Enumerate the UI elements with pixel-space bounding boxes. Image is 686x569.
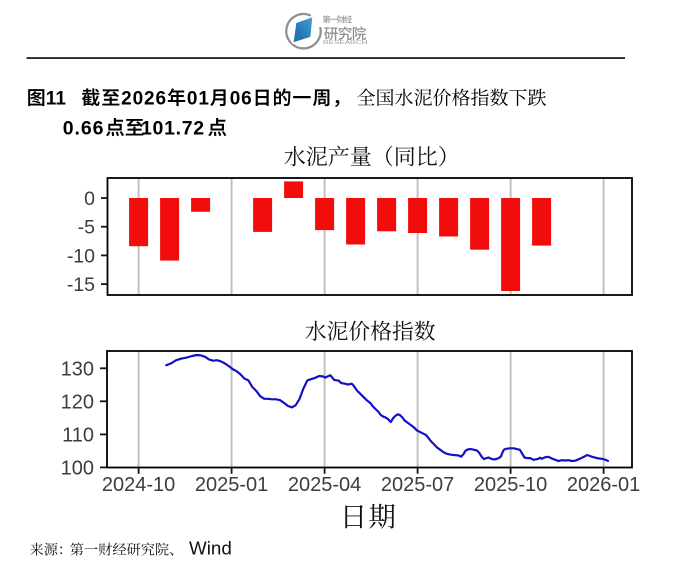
svg-text:水泥产量（同比）: 水泥产量（同比） <box>284 141 460 172</box>
svg-text:第一财经: 第一财经 <box>322 14 353 26</box>
svg-text:-10: -10 <box>67 245 95 267</box>
svg-text:RESEARCH: RESEARCH <box>323 40 368 46</box>
svg-text:水泥价格指数: 水泥价格指数 <box>305 315 436 346</box>
svg-text:2026-01: 2026-01 <box>567 474 640 496</box>
svg-text:0: 0 <box>84 188 95 210</box>
svg-text:2025-04: 2025-04 <box>288 474 361 496</box>
svg-text:120: 120 <box>61 391 94 413</box>
svg-text:130: 130 <box>61 358 94 380</box>
svg-text:110: 110 <box>62 425 94 447</box>
svg-text:日期: 日期 <box>340 495 396 535</box>
svg-text:-5: -5 <box>78 217 95 239</box>
svg-text:研究院: 研究院 <box>324 23 367 44</box>
svg-text:2025-01: 2025-01 <box>195 474 268 496</box>
svg-text:0.66点至101.72点: 0.66点至101.72 点 <box>63 117 227 139</box>
svg-text:2024-10: 2024-10 <box>102 474 175 496</box>
svg-text:来源：第一财经研究院、Wind: 来源：第一财经研究院、 Wind <box>30 537 232 559</box>
svg-text:100: 100 <box>61 458 94 480</box>
svg-text:2025-10: 2025-10 <box>474 474 547 496</box>
svg-text:-15: -15 <box>67 274 95 296</box>
svg-text:2025-07: 2025-07 <box>381 474 454 496</box>
